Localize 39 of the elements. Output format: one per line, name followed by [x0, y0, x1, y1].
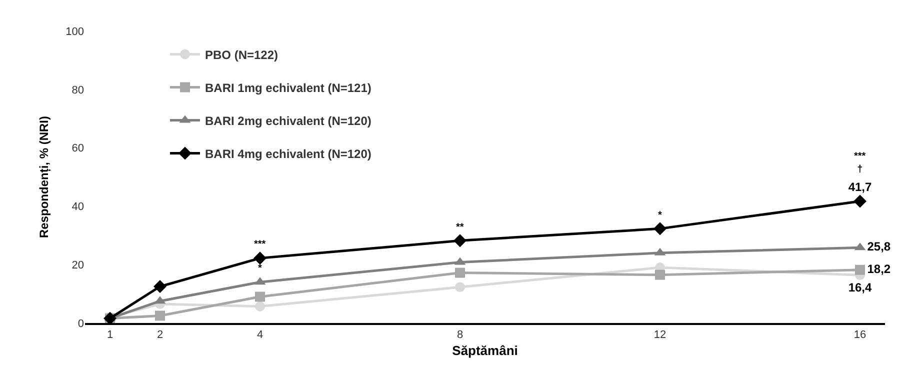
annotation: *: [658, 210, 662, 221]
legend-label: BARI 4mg echivalent (N=120): [205, 146, 372, 161]
point: [854, 194, 866, 208]
y-axis-title: Respondenți, % (NRI): [36, 116, 51, 238]
legend-label: BARI 1mg echivalent (N=121): [205, 80, 372, 95]
annotation: *: [258, 263, 262, 274]
annotation: ***: [254, 239, 266, 250]
annotation: **: [456, 222, 464, 233]
x-tick-label: 16: [854, 328, 866, 341]
point: [155, 310, 165, 321]
x-tick-label: 1: [106, 328, 114, 341]
legend-label: PBO (N=122): [205, 48, 278, 62]
point: [455, 268, 465, 278]
y-tick-label: 80: [72, 84, 84, 96]
annotation: *** †: [854, 151, 866, 175]
data-label: 41,7: [848, 180, 872, 194]
legend-label: BARI 2mg echivalent (N=120): [205, 114, 372, 128]
x-tick-label: 2: [156, 328, 164, 341]
point: [254, 252, 266, 265]
point: [255, 301, 265, 312]
y-tick-label: 60: [72, 142, 84, 155]
point: [655, 270, 665, 280]
point: [454, 234, 466, 248]
data-label: 18,2: [867, 262, 891, 276]
x-tick-label: 12: [654, 328, 666, 341]
point: [255, 292, 265, 302]
point: [855, 264, 865, 275]
y-tick-label: 20: [72, 259, 84, 272]
y-tick-label: 0: [78, 318, 84, 330]
point: [455, 282, 465, 292]
x-axis-title: Săptămâni: [452, 343, 518, 358]
point: [654, 222, 666, 236]
x-tick-label: 4: [256, 328, 264, 341]
y-tick-label: 40: [72, 201, 84, 214]
data-label: 16,4: [848, 280, 872, 294]
x-tick-label: 8: [456, 328, 464, 341]
data-label: 25,8: [867, 240, 891, 254]
point: [154, 280, 166, 293]
y-tick-label: 100: [66, 26, 84, 38]
